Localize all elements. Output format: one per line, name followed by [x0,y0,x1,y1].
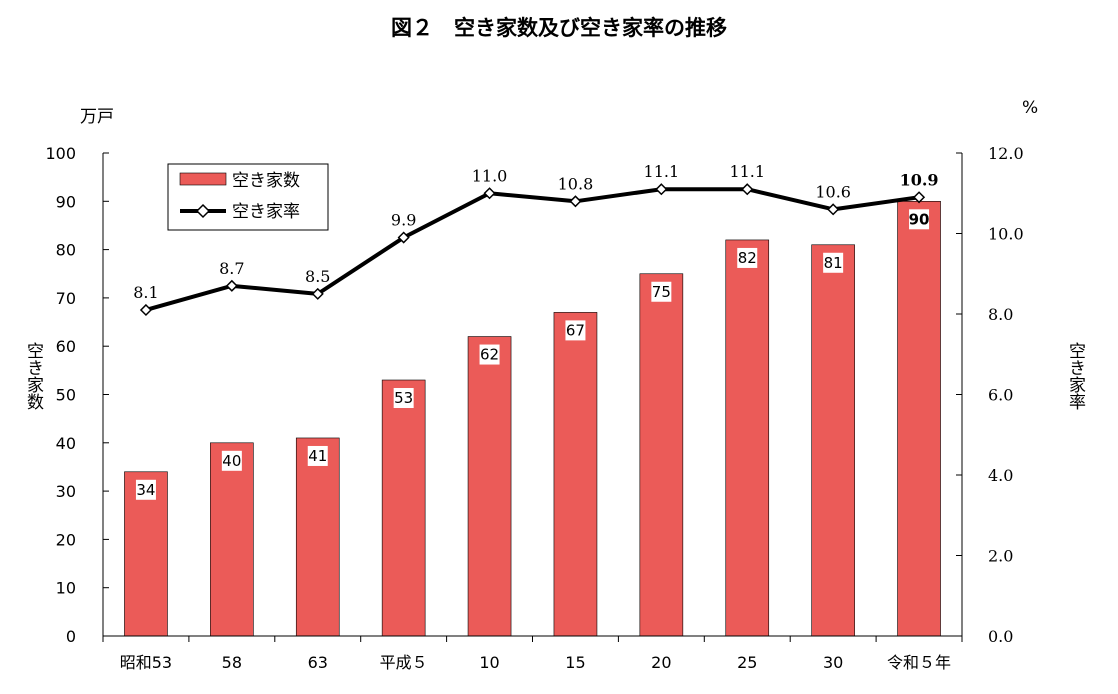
x-tick-label: 15 [565,653,585,672]
rate-value-label: 8.1 [133,283,158,302]
rate-value-label: 11.0 [472,166,508,185]
x-tick-label: 平成５ [380,653,428,672]
rate-value-label: 8.5 [305,267,330,286]
left-tick-label: 90 [56,192,76,211]
bar [725,239,770,637]
left-tick-label: 100 [45,144,76,163]
rate-point [397,231,410,244]
bar-value-label: 82 [738,249,757,267]
bar-value-box [737,247,758,268]
legend-line-label: 空き家率 [232,202,300,222]
bar [811,244,855,637]
rate-value-label: 10.9 [900,170,939,189]
bar-value-label: 62 [480,346,499,364]
right-tick-label: 12.0 [988,144,1024,163]
rate-point [827,203,840,216]
rate-point [655,183,668,196]
bar-value-box [135,479,156,500]
rate-value-label: 10.6 [815,182,851,201]
left-tick-label: 40 [56,434,76,453]
bar [467,336,512,637]
x-tick-label: 30 [823,653,843,672]
right-axis-unit: % [1022,98,1038,118]
right-tick-label: 0.0 [988,627,1013,646]
bar-value-label: 67 [566,321,585,339]
x-tick-label: 10 [479,653,499,672]
rate-point [569,195,582,208]
legend-line-marker [195,203,211,219]
right-axis-label: 空き家率 [1065,342,1086,410]
bar-value-label: 34 [136,481,155,499]
legend-bar-label: 空き家数 [232,171,300,191]
x-tick-label: 63 [308,653,328,672]
bar-value-box [221,450,242,471]
bar [295,437,340,637]
chart-title: 図２ 空き家数及び空き家率の推移 [391,16,727,40]
bar-value-box [651,281,672,302]
right-tick-label: 4.0 [988,466,1013,485]
rate-point [483,187,496,200]
rate-value-label: 11.1 [644,162,680,181]
left-tick-label: 80 [56,241,76,260]
bar [897,201,941,637]
bar-value-box [565,320,586,341]
left-axis-unit: 万戸 [80,107,114,127]
bar-value-label: 75 [652,283,671,301]
rate-point [311,287,324,300]
rate-point [225,279,238,292]
bar-value-box [307,445,328,466]
rate-value-label: 10.8 [558,174,594,193]
right-tick-label: 2.0 [988,547,1013,566]
bar-value-box [393,388,414,409]
x-tick-label: 令和５年 [887,653,951,672]
rate-value-label: 11.1 [729,162,765,181]
bar-value-label: 90 [909,210,930,228]
bar-value-box [909,209,930,230]
plot-area: 0 10 20 30 40 50 60 70 80 90 100 0.0 2.0 4.0 6.0 8.0 10.… [45,144,1023,672]
right-tick-label: 6.0 [988,386,1013,405]
x-tick-label: 58 [222,653,242,672]
bar-value-box [479,344,500,365]
left-tick-label: 30 [56,482,76,501]
rate-point [741,183,754,196]
left-axis-label: 空き家数 [23,342,44,410]
x-tick-label: 昭和53 [120,653,172,672]
left-tick-label: 20 [56,530,76,549]
bar-value-box [823,252,844,273]
bar [381,379,426,637]
bar-value-label: 41 [308,447,327,465]
bar-value-label: 40 [222,452,241,470]
right-tick-label: 8.0 [988,305,1013,324]
bar [639,273,684,637]
rate-value-label: 9.9 [391,211,416,230]
legend-bar-swatch [179,172,227,186]
right-tick-label: 10.0 [988,225,1024,244]
bar-value-label: 53 [394,389,413,407]
left-tick-label: 50 [56,386,76,405]
left-tick-label: 10 [56,579,76,598]
legend: 空き家数 空き家率 [167,163,329,231]
bar [553,312,598,637]
bar-value-label: 81 [824,254,843,272]
left-tick-label: 70 [56,289,76,308]
left-tick-label: 60 [56,337,76,356]
bar [210,442,254,637]
rate-value-label: 8.7 [219,259,244,278]
rate-line [145,187,920,312]
rate-point [912,191,926,204]
x-tick-label: 20 [651,653,671,672]
x-tick-label: 25 [737,653,757,672]
rate-point [139,303,153,317]
left-tick-label: 0 [66,627,76,646]
